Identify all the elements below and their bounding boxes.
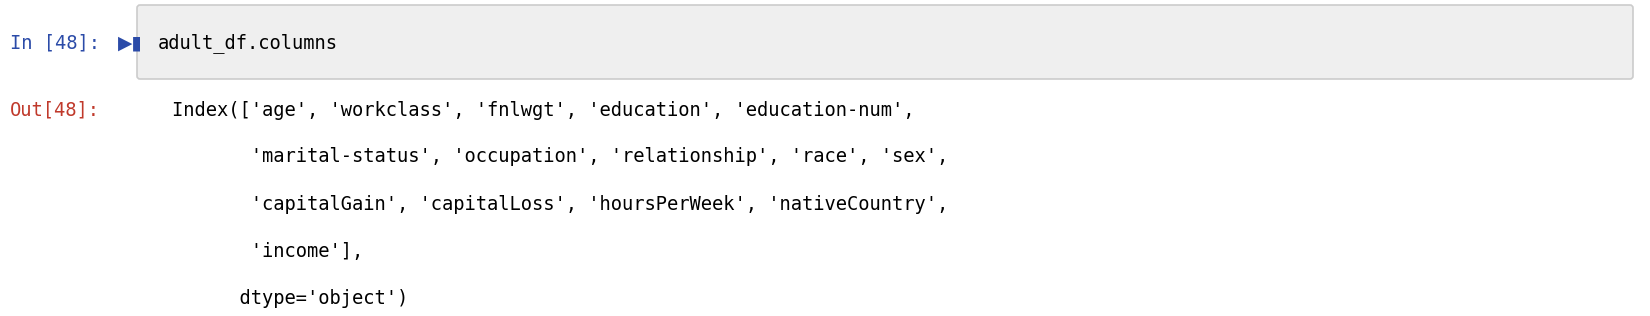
Text: ▶▮: ▶▮	[119, 33, 144, 52]
Text: 'marital-status', 'occupation', 'relationship', 'race', 'sex',: 'marital-status', 'occupation', 'relatio…	[172, 148, 949, 167]
Text: adult_df.columns: adult_df.columns	[158, 33, 338, 53]
Text: Index(['age', 'workclass', 'fnlwgt', 'education', 'education-num',: Index(['age', 'workclass', 'fnlwgt', 'ed…	[172, 100, 914, 119]
Text: Out[48]:: Out[48]:	[10, 100, 101, 119]
Text: In [48]:: In [48]:	[10, 33, 101, 52]
Text: 'income'],: 'income'],	[172, 241, 363, 260]
FancyBboxPatch shape	[137, 5, 1634, 79]
Text: dtype='object'): dtype='object')	[172, 289, 408, 307]
Text: 'capitalGain', 'capitalLoss', 'hoursPerWeek', 'nativeCountry',: 'capitalGain', 'capitalLoss', 'hoursPerW…	[172, 195, 949, 214]
